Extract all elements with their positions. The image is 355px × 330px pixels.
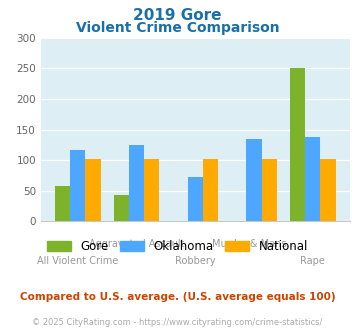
- Bar: [246, 139, 262, 221]
- Bar: [55, 186, 70, 221]
- Bar: [290, 69, 305, 221]
- Bar: [70, 150, 86, 221]
- Bar: [114, 195, 129, 221]
- Bar: [262, 159, 277, 221]
- Legend: Gore, Oklahoma, National: Gore, Oklahoma, National: [47, 240, 308, 253]
- Text: Violent Crime Comparison: Violent Crime Comparison: [76, 21, 279, 35]
- Bar: [86, 159, 101, 221]
- Bar: [305, 138, 320, 221]
- Text: © 2025 CityRating.com - https://www.cityrating.com/crime-statistics/: © 2025 CityRating.com - https://www.city…: [32, 318, 323, 327]
- Bar: [203, 159, 218, 221]
- Bar: [187, 177, 203, 221]
- Text: Compared to U.S. average. (U.S. average equals 100): Compared to U.S. average. (U.S. average …: [20, 292, 335, 302]
- Text: 2019 Gore: 2019 Gore: [133, 8, 222, 23]
- Text: Rape: Rape: [300, 256, 325, 266]
- Bar: [129, 145, 144, 221]
- Bar: [320, 159, 335, 221]
- Text: Aggravated Assault: Aggravated Assault: [89, 240, 184, 249]
- Text: Robbery: Robbery: [175, 256, 215, 266]
- Text: Murder & Mans...: Murder & Mans...: [212, 240, 296, 249]
- Text: All Violent Crime: All Violent Crime: [37, 256, 119, 266]
- Bar: [144, 159, 159, 221]
